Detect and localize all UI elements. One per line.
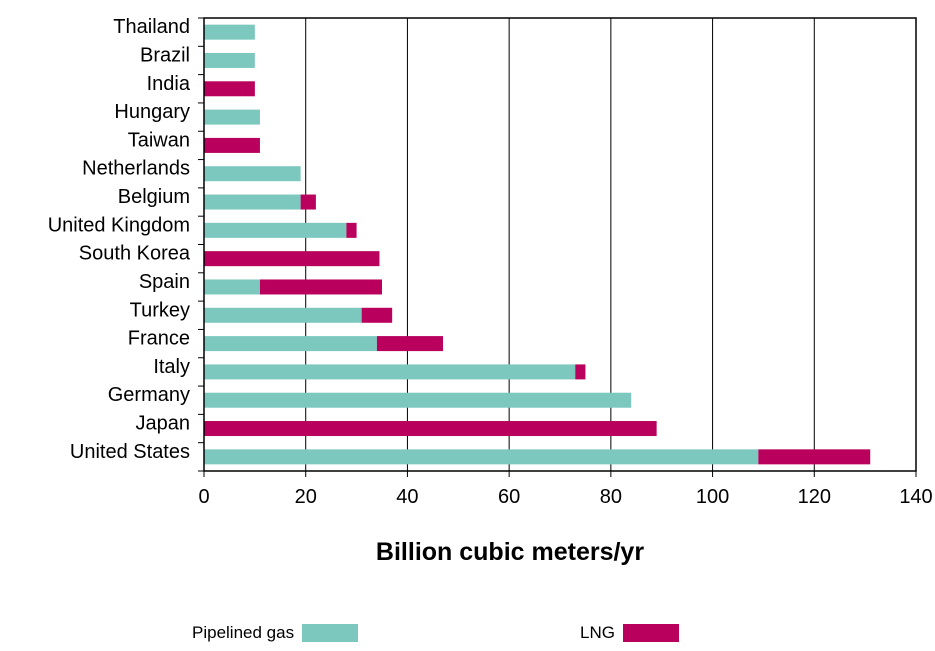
legend-label-lng: LNG — [580, 623, 615, 642]
category-label-india: India — [147, 73, 191, 95]
bars — [204, 24, 871, 465]
x-axis-label: Billion cubic meters/yr — [376, 538, 644, 566]
x-tick-labels: 0 20 40 60 80 100 120 140 — [198, 486, 932, 508]
x-tick-label-40: 40 — [396, 486, 418, 508]
x-tick-label-80: 80 — [600, 486, 622, 508]
category-label-taiwan: Taiwan — [128, 129, 190, 151]
category-label-netherlands: Netherlands — [82, 158, 190, 180]
category-label-south-korea: South Korea — [79, 243, 191, 265]
bar-brazil-pipelined-gas — [204, 52, 255, 68]
x-tick-label-140: 140 — [899, 486, 932, 508]
category-label-germany: Germany — [108, 384, 190, 406]
category-label-united-kingdom: United Kingdom — [48, 214, 190, 236]
category-label-france: France — [128, 328, 190, 350]
bar-france-pipelined-gas — [204, 336, 377, 352]
bar-united-kingdom-pipelined-gas — [204, 222, 347, 238]
category-label-turkey: Turkey — [130, 299, 190, 321]
category-label-italy: Italy — [153, 356, 190, 378]
category-label-united-states: United States — [70, 441, 190, 463]
bar-netherlands-pipelined-gas — [204, 166, 301, 182]
bar-france-lng — [376, 336, 444, 352]
x-tick-label-120: 120 — [798, 486, 831, 508]
bar-italy-lng — [575, 364, 586, 380]
bar-belgium-lng — [300, 194, 316, 210]
x-tick-label-100: 100 — [696, 486, 729, 508]
axes — [198, 17, 917, 477]
category-label-hungary: Hungary — [114, 101, 190, 123]
bar-turkey-pipelined-gas — [204, 307, 362, 323]
legend-label-pipelined-gas: Pipelined gas — [192, 623, 295, 642]
legend-swatch-pipelined-gas — [302, 624, 359, 642]
bar-united-states-lng — [758, 449, 871, 465]
x-tick-label-60: 60 — [498, 486, 520, 508]
legend-swatch-lng — [622, 624, 679, 642]
bar-japan-lng — [204, 421, 657, 437]
category-label-spain: Spain — [139, 271, 190, 293]
bar-belgium-pipelined-gas — [204, 194, 301, 210]
category-label-japan: Japan — [136, 413, 191, 435]
bar-thailand-pipelined-gas — [204, 24, 255, 40]
bar-turkey-lng — [361, 307, 393, 323]
category-label-belgium: Belgium — [118, 186, 190, 208]
bar-spain-pipelined-gas — [204, 279, 260, 295]
bar-india-lng — [204, 81, 255, 97]
legend-item-lng: LNG — [580, 623, 679, 643]
bar-united-kingdom-lng — [346, 222, 357, 238]
bar-germany-pipelined-gas — [204, 392, 632, 408]
bar-hungary-pipelined-gas — [204, 109, 260, 125]
x-tick-label-0: 0 — [198, 486, 209, 508]
bar-italy-pipelined-gas — [204, 364, 576, 380]
bar-taiwan-lng — [204, 137, 260, 153]
x-tick-label-20: 20 — [295, 486, 317, 508]
category-label-brazil: Brazil — [140, 44, 190, 66]
bar-spain-lng — [259, 279, 382, 295]
bar-united-states-pipelined-gas — [204, 449, 759, 465]
legend-item-pipelined-gas: Pipelined gas — [192, 623, 359, 643]
bar-south-korea-lng — [204, 251, 380, 267]
category-label-thailand: Thailand — [113, 16, 190, 38]
category-labels: Thailand Brazil India Hungary Taiwan Netherla… — [48, 16, 191, 463]
